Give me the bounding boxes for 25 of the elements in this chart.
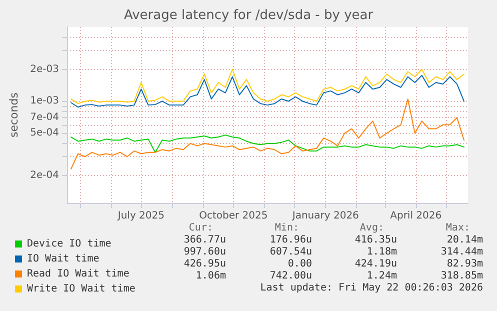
y-tick-label: 5e-04 [30,128,59,139]
text: 366.77u 176.96u 416.35u 20.14m [184,234,483,246]
legend-label: Read IO Wait time [27,268,130,280]
line-series [70,98,464,170]
text: Cur: Min: Avg: Max: [188,222,470,234]
x-tick-label: July 2025 [116,210,164,222]
x-tick-label: April 2026 [390,210,442,222]
text: Last update: Fri May 22 00:26:03 2026 [260,282,483,294]
y-tick-label: 2e-04 [30,170,59,181]
y-tick-label: 2e-03 [30,64,59,75]
chart-title: Average latency for /dev/sda - by year [124,8,374,23]
line-series [70,68,464,104]
y-tick-label: 1e-03 [30,96,59,107]
line-series [70,74,464,108]
x-tick-label: October 2025 [199,210,268,222]
text: 426.95u 0.00 424.19u 82.93m [184,258,483,270]
text: 997.60u 607.54u 1.18m 314.44m [184,246,483,258]
line-series [70,134,464,153]
y-tick-label: 7e-04 [30,112,59,124]
y-axis-title: seconds [7,92,20,138]
x-tick-label: January 2026 [291,210,359,222]
legend-label: Write IO Wait time [27,284,136,294]
legend-label: Device IO time [27,238,112,250]
legend-label: IO Wait time [27,254,100,264]
text: 1.06m 742.00u 1.24m 318.85m [196,270,483,282]
